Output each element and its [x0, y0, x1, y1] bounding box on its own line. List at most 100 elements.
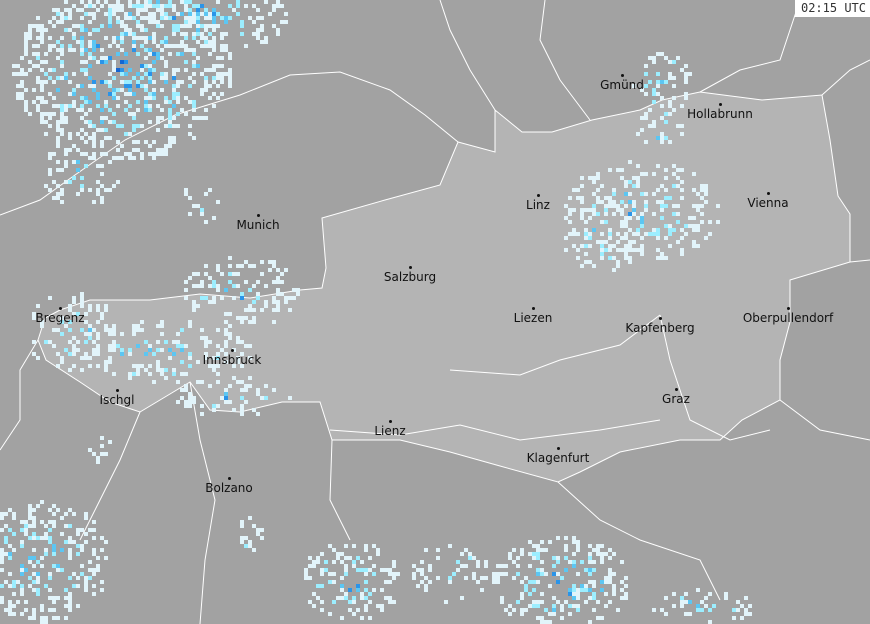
radar-cell [272, 388, 276, 392]
radar-cell [632, 184, 636, 188]
radar-cell [420, 580, 424, 584]
radar-cell [156, 24, 160, 28]
radar-cell [172, 136, 176, 140]
radar-cell [92, 56, 96, 60]
radar-cell [588, 236, 592, 240]
radar-cell [100, 116, 104, 120]
radar-cell [180, 328, 184, 332]
radar-cell [608, 196, 612, 200]
radar-cell [88, 32, 92, 36]
radar-cell [308, 600, 312, 604]
radar-cell [256, 392, 260, 396]
radar-cell [20, 68, 24, 72]
radar-cell [500, 596, 504, 600]
radar-cell [80, 0, 84, 4]
radar-cell [32, 616, 36, 620]
radar-cell [72, 4, 76, 8]
radar-cell [600, 232, 604, 236]
radar-cell [236, 0, 240, 4]
radar-cell [136, 52, 140, 56]
radar-cell [180, 372, 184, 376]
radar-cell [224, 392, 228, 396]
radar-cell [628, 260, 632, 264]
radar-cell [256, 296, 260, 300]
radar-cell [100, 128, 104, 132]
radar-cell [40, 100, 44, 104]
radar-cell [68, 132, 72, 136]
radar-cell [612, 204, 616, 208]
radar-cell [52, 328, 56, 332]
timestamp-label: 02:15 UTC [794, 0, 870, 17]
radar-cell [80, 24, 84, 28]
radar-cell [356, 588, 360, 592]
radar-cell [584, 220, 588, 224]
radar-cell [64, 588, 68, 592]
radar-cell [604, 240, 608, 244]
radar-cell [56, 128, 60, 132]
radar-cell [608, 236, 612, 240]
radar-cell [576, 548, 580, 552]
radar-cell [656, 84, 660, 88]
radar-cell [580, 264, 584, 268]
radar-cell [680, 236, 684, 240]
radar-cell [200, 404, 204, 408]
radar-cell [64, 596, 68, 600]
radar-cell [664, 168, 668, 172]
radar-cell [716, 220, 720, 224]
radar-cell [676, 176, 680, 180]
radar-cell [264, 40, 268, 44]
radar-cell [236, 380, 240, 384]
radar-cell [176, 340, 180, 344]
radar-cell [48, 608, 52, 612]
radar-cell [660, 80, 664, 84]
radar-cell [184, 8, 188, 12]
radar-cell [164, 64, 168, 68]
radar-cell [204, 344, 208, 348]
radar-cell [376, 552, 380, 556]
radar-cell [136, 80, 140, 84]
city-dot [787, 307, 790, 310]
radar-cell [88, 328, 92, 332]
radar-cell [532, 588, 536, 592]
radar-cell [184, 96, 188, 100]
radar-cell [48, 116, 52, 120]
radar-cell [340, 560, 344, 564]
radar-cell [744, 596, 748, 600]
radar-cell [116, 68, 120, 72]
city-label: Gmünd [600, 78, 644, 92]
radar-cell [656, 200, 660, 204]
radar-cell [32, 564, 36, 568]
radar-cell [168, 108, 172, 112]
radar-cell [684, 80, 688, 84]
radar-cell [84, 512, 88, 516]
radar-cell [128, 84, 132, 88]
radar-cell [352, 596, 356, 600]
radar-cell [124, 52, 128, 56]
radar-cell [168, 112, 172, 116]
radar-cell [104, 452, 108, 456]
radar-cell [212, 12, 216, 16]
radar-cell [528, 592, 532, 596]
radar-cell [736, 600, 740, 604]
radar-cell [136, 0, 140, 4]
radar-cell [264, 396, 268, 400]
radar-cell [20, 568, 24, 572]
radar-cell [172, 96, 176, 100]
radar-cell [364, 572, 368, 576]
radar-cell [76, 40, 80, 44]
radar-cell [240, 388, 244, 392]
radar-cell [204, 296, 208, 300]
radar-cell [388, 596, 392, 600]
radar-cell [36, 64, 40, 68]
radar-cell [108, 344, 112, 348]
radar-cell [160, 108, 164, 112]
radar-cell [84, 96, 88, 100]
radar-cell [64, 180, 68, 184]
radar-cell [32, 516, 36, 520]
radar-cell [276, 0, 280, 4]
radar-cell [524, 584, 528, 588]
radar-cell [228, 68, 232, 72]
radar-cell [60, 132, 64, 136]
radar-cell [192, 72, 196, 76]
